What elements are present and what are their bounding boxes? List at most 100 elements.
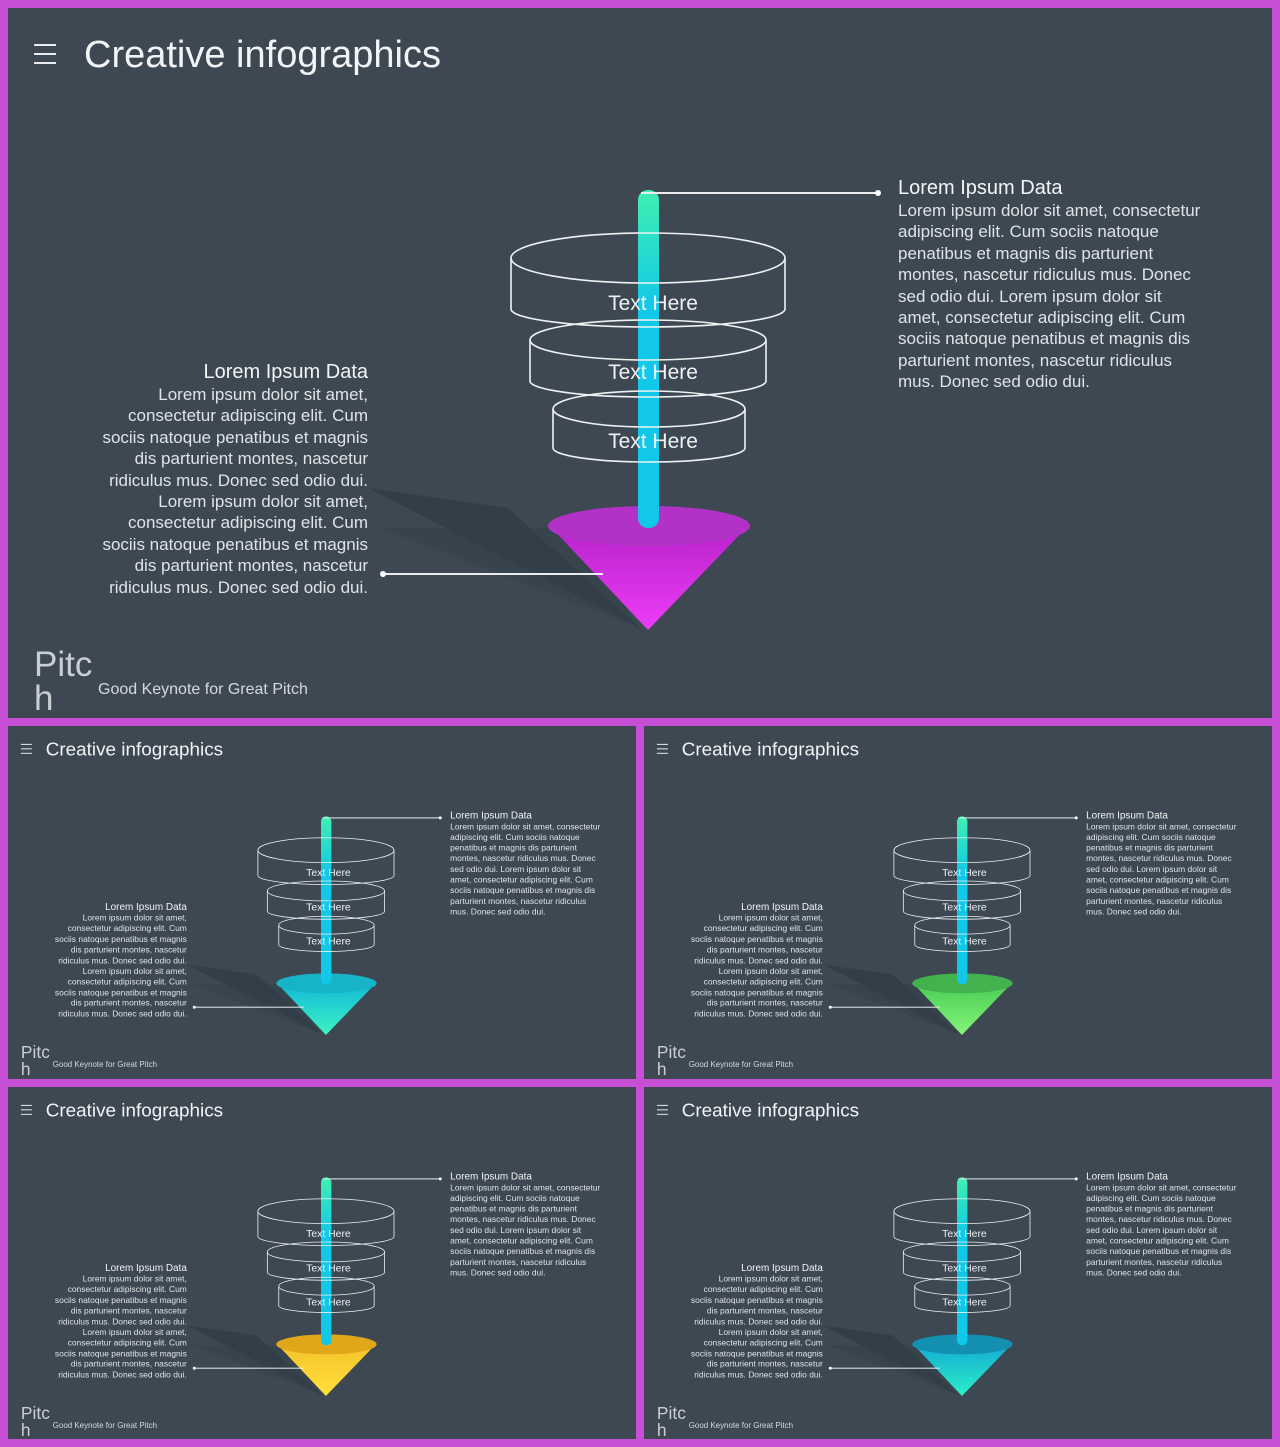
- callout-left-body: Lorem ipsum dolor sit amet, consectetur …: [690, 1274, 823, 1380]
- funnel-layer-2-label: Text Here: [942, 1263, 987, 1274]
- funnel-layer-1-label: Text Here: [306, 868, 351, 879]
- funnel-layer-1-label: Text Here: [608, 292, 698, 315]
- funnel-layer-3-label: Text Here: [942, 1298, 987, 1309]
- connector-line-left: [194, 1367, 304, 1369]
- connector-dot-right: [438, 816, 442, 820]
- connector-dot-left: [192, 1005, 196, 1009]
- funnel-diagram: Text Here Text Here Text Here: [893, 1177, 1031, 1397]
- brand-logo-text: Pitch: [34, 645, 93, 718]
- funnel-stick: [956, 1177, 968, 1346]
- slide-thumb-yellow[interactable]: Creative infographics: [8, 1087, 636, 1439]
- funnel-cone: [912, 1343, 1013, 1397]
- callout-right-title: Lorem Ipsum Data: [1086, 1170, 1168, 1182]
- page-title: Creative infographics: [84, 34, 441, 76]
- connector-dot-right: [1074, 1177, 1078, 1181]
- callout-left: Lorem Ipsum Data Lorem ipsum dolor sit a…: [48, 1262, 187, 1380]
- cone-shadow: [822, 1325, 958, 1396]
- tagline: Good Keynote for Great Pitch: [52, 1060, 157, 1069]
- connector-dot-left: [380, 571, 386, 577]
- funnel-stick: [638, 190, 659, 528]
- funnel-stick: [956, 816, 968, 985]
- funnel-diagram: Text Here Text Here Text Here: [257, 1177, 395, 1397]
- callout-right-body: Lorem ipsum dolor sit amet, consectetur …: [1086, 1182, 1237, 1278]
- funnel-cone: [276, 1343, 377, 1397]
- funnel-rings: [893, 1198, 1031, 1313]
- callout-left-title: Lorem Ipsum Data: [203, 361, 368, 383]
- callout-left-body: Lorem ipsum dolor sit amet, consectetur …: [102, 385, 368, 597]
- tagline: Good Keynote for Great Pitch: [98, 681, 308, 698]
- funnel-layer-3-label: Text Here: [306, 937, 351, 948]
- callout-left: Lorem Ipsum Data Lorem ipsum dolor sit a…: [48, 901, 187, 1019]
- connector-dot-right: [1074, 816, 1078, 820]
- page-title: Creative infographics: [681, 1099, 860, 1121]
- callout-right-title: Lorem Ipsum Data: [1086, 809, 1168, 821]
- callout-right: Lorem Ipsum Data Lorem ipsum dolor sit a…: [898, 176, 1208, 393]
- callout-right: Lorem Ipsum Data Lorem ipsum dolor sit a…: [450, 1170, 604, 1278]
- brand-logo-text: Pitch: [656, 1042, 686, 1079]
- hamburger-menu-icon[interactable]: [656, 1104, 668, 1115]
- funnel-diagram: Text Here Text Here Text Here: [510, 190, 786, 630]
- funnel-rings: [510, 232, 786, 463]
- callout-right-body: Lorem ipsum dolor sit amet, consectetur …: [1086, 821, 1237, 917]
- callout-left-title: Lorem Ipsum Data: [741, 1262, 823, 1274]
- hamburger-menu-icon[interactable]: [20, 1104, 32, 1115]
- cone-shadow: [822, 964, 958, 1035]
- callout-right: Lorem Ipsum Data Lorem ipsum dolor sit a…: [450, 809, 604, 917]
- slide-thumb-teal[interactable]: Creative infographics: [644, 1087, 1272, 1439]
- funnel-diagram: Text Here Text Here Text Here: [257, 816, 395, 1036]
- connector-line-left: [194, 1006, 304, 1008]
- callout-right-title: Lorem Ipsum Data: [898, 177, 1063, 199]
- hamburger-menu-icon[interactable]: [656, 743, 668, 754]
- callout-right-body: Lorem ipsum dolor sit amet, consectetur …: [450, 1182, 601, 1278]
- funnel-layer-1-label: Text Here: [942, 868, 987, 879]
- slide-thumb-cyan[interactable]: Creative infographics: [8, 726, 636, 1079]
- callout-right-title: Lorem Ipsum Data: [450, 809, 532, 821]
- funnel-rings: [257, 1198, 395, 1313]
- callout-left-title: Lorem Ipsum Data: [105, 1262, 187, 1274]
- brand-logo-text: Pitch: [20, 1403, 50, 1439]
- connector-dot-left: [192, 1366, 196, 1370]
- callout-right: Lorem Ipsum Data Lorem ipsum dolor sit a…: [1086, 1170, 1240, 1278]
- funnel-layer-3-label: Text Here: [306, 1298, 351, 1309]
- connector-line-right: [322, 1178, 441, 1180]
- connector-line-left: [830, 1367, 940, 1369]
- callout-left-title: Lorem Ipsum Data: [105, 901, 187, 913]
- slide-main-magenta[interactable]: Creative infographics: [8, 8, 1272, 718]
- hamburger-menu-icon[interactable]: [20, 743, 32, 754]
- cone-shadow: [368, 488, 640, 628]
- callout-left: Lorem Ipsum Data Lorem ipsum dolor sit a…: [684, 1262, 823, 1380]
- connector-line-right: [641, 192, 878, 194]
- funnel-stick: [320, 816, 332, 985]
- page-title: Creative infographics: [681, 738, 860, 760]
- callout-left-body: Lorem ipsum dolor sit amet, consectetur …: [54, 913, 187, 1019]
- page-title: Creative infographics: [45, 1099, 224, 1121]
- funnel-layer-3-label: Text Here: [942, 937, 987, 948]
- funnel-layer-1-label: Text Here: [306, 1229, 351, 1240]
- brand-logo-text: Pitch: [656, 1403, 686, 1439]
- connector-line-right: [958, 817, 1077, 819]
- funnel-rings: [257, 837, 395, 952]
- funnel-layer-2-label: Text Here: [942, 902, 987, 913]
- callout-right: Lorem Ipsum Data Lorem ipsum dolor sit a…: [1086, 809, 1240, 917]
- funnel-rings: [893, 837, 1031, 952]
- connector-line-right: [958, 1178, 1077, 1180]
- tagline: Good Keynote for Great Pitch: [52, 1421, 157, 1430]
- slide-content: Creative infographics: [644, 726, 1272, 1079]
- slide-content: Creative infographics: [8, 726, 636, 1079]
- callout-left-body: Lorem ipsum dolor sit amet, consectetur …: [54, 1274, 187, 1380]
- funnel-layer-1-label: Text Here: [942, 1229, 987, 1240]
- callout-left: Lorem Ipsum Data Lorem ipsum dolor sit a…: [684, 901, 823, 1019]
- funnel-layer-2-label: Text Here: [608, 361, 698, 384]
- brand-logo-text: Pitch: [20, 1042, 50, 1079]
- slide-content: Creative infographics: [8, 8, 1272, 718]
- slide-thumb-green[interactable]: Creative infographics: [644, 726, 1272, 1079]
- hamburger-menu-icon[interactable]: [34, 44, 56, 64]
- callout-right-title: Lorem Ipsum Data: [450, 1170, 532, 1182]
- funnel-cone: [912, 982, 1013, 1036]
- cone-shadow: [186, 964, 322, 1035]
- funnel-layer-3-label: Text Here: [608, 430, 698, 453]
- slide-content: Creative infographics: [8, 1087, 636, 1439]
- callout-right-body: Lorem ipsum dolor sit amet, consectetur …: [450, 821, 601, 917]
- connector-dot-left: [828, 1366, 832, 1370]
- callout-left: Lorem Ipsum Data Lorem ipsum dolor sit a…: [88, 360, 368, 598]
